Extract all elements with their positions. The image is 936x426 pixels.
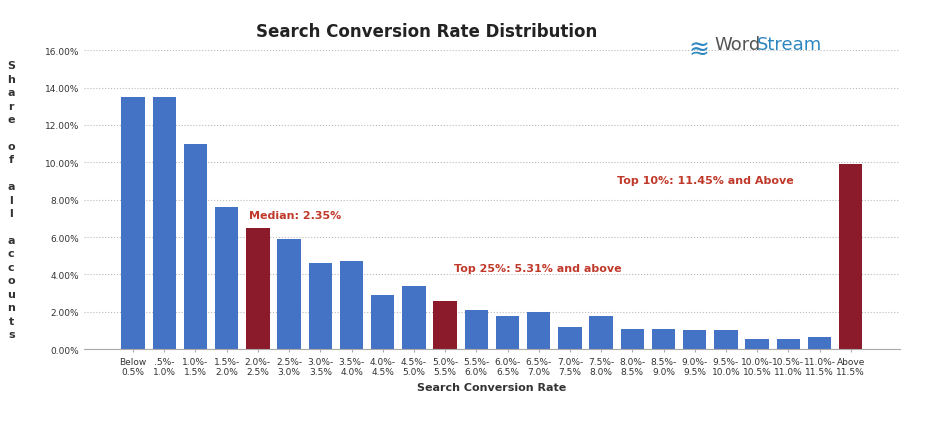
Bar [308,264,331,349]
Text: r: r [8,101,14,111]
Text: S: S [7,61,15,71]
Text: l: l [9,209,13,219]
Bar [277,239,300,349]
Bar [682,331,706,349]
Text: Median: 2.35%: Median: 2.35% [248,211,341,221]
Bar [495,317,519,349]
Bar [183,144,207,349]
Text: ≋: ≋ [688,38,717,62]
Bar [745,339,768,349]
Bar [713,331,737,349]
Bar [122,98,145,349]
Text: u: u [7,289,15,299]
Text: s: s [7,329,15,340]
Text: Stream: Stream [756,36,822,54]
Text: a: a [7,236,15,245]
Bar [620,329,643,349]
Text: o: o [7,276,15,286]
Text: l: l [9,195,13,205]
Text: h: h [7,75,15,84]
Text: n: n [7,302,15,313]
Text: a: a [7,182,15,192]
Text: t: t [8,316,14,326]
Text: c: c [7,262,15,272]
Bar [340,262,363,349]
Bar [402,286,425,349]
Bar [558,327,581,349]
Bar [807,337,830,349]
Bar [214,208,238,349]
Text: o: o [7,141,15,152]
Text: c: c [7,249,15,259]
Bar [838,165,861,349]
Title: Search Conversion Rate Distribution: Search Conversion Rate Distribution [256,23,596,41]
Bar [589,316,612,349]
Text: Top 25%: 5.31% and above: Top 25%: 5.31% and above [454,263,622,273]
Bar [776,339,799,349]
Text: e: e [7,115,15,125]
Bar [651,329,675,349]
Text: f: f [8,155,14,165]
Bar [464,310,488,349]
Bar [433,301,457,349]
Bar [246,228,270,349]
Bar [371,295,394,349]
Bar [526,312,549,349]
Bar [153,98,176,349]
Text: a: a [7,88,15,98]
Text: Top 10%: 11.45% and Above: Top 10%: 11.45% and Above [616,176,793,185]
X-axis label: Search Conversion Rate: Search Conversion Rate [417,382,566,392]
Text: Word: Word [713,36,759,54]
